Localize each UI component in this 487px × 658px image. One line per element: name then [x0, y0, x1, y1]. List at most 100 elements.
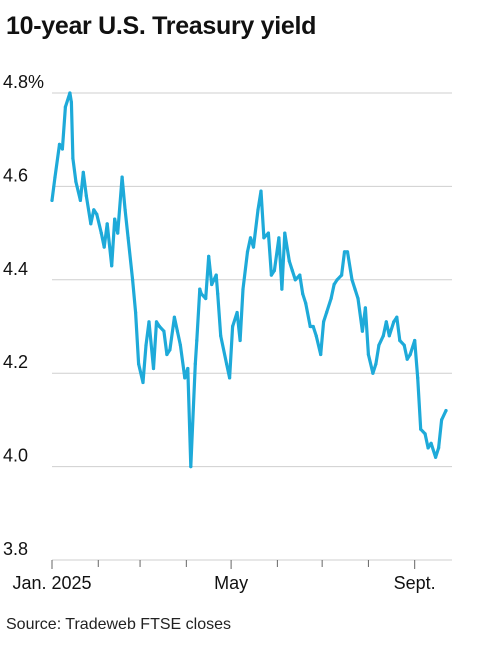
y-tick-label: 4.6 [3, 165, 28, 185]
data-point [280, 287, 284, 291]
data-point [60, 147, 64, 151]
data-point [175, 329, 179, 333]
y-tick-label: 4.0 [3, 446, 28, 466]
data-point [50, 198, 54, 202]
data-point [162, 329, 166, 333]
x-tick-label: Sept. [394, 573, 436, 593]
data-point [74, 180, 78, 184]
data-point [374, 362, 378, 366]
data-point [311, 324, 315, 329]
data-point [429, 441, 433, 445]
data-point [225, 362, 229, 366]
data-point [419, 427, 423, 431]
source-note: Source: Tradeweb FTSE closes [6, 616, 231, 633]
data-point [231, 324, 235, 329]
data-point [251, 245, 256, 249]
data-point [207, 254, 211, 258]
data-point [120, 175, 124, 179]
data-point [304, 301, 308, 305]
data-point [137, 362, 141, 366]
data-point [81, 170, 85, 174]
data-point [147, 320, 151, 324]
data-point [57, 142, 62, 146]
data-point [165, 352, 169, 357]
data-point [283, 231, 287, 235]
chart-title: 10-year U.S. Treasury yield [6, 12, 317, 40]
data-point [219, 334, 223, 338]
data-point [322, 320, 326, 324]
data-point [228, 376, 232, 380]
data-point [63, 105, 67, 109]
data-point [78, 198, 82, 202]
data-point [277, 236, 281, 240]
data-point [350, 278, 354, 282]
data-point [366, 352, 370, 357]
data-point [408, 352, 412, 357]
data-point [193, 362, 197, 366]
data-point [95, 212, 99, 216]
data-point [392, 320, 396, 324]
data-point [319, 352, 323, 357]
data-point [248, 236, 253, 240]
data-point [444, 409, 448, 413]
data-point [342, 250, 347, 254]
data-point [245, 250, 250, 254]
data-point [377, 343, 381, 347]
y-tick-label: 4.8% [3, 72, 44, 92]
data-point [402, 343, 406, 347]
data-point [293, 278, 297, 282]
data-point [329, 296, 333, 301]
data-point [340, 273, 344, 277]
data-point [345, 250, 350, 254]
data-point [416, 376, 420, 380]
data-point [151, 366, 156, 371]
data-point [110, 264, 114, 268]
data-point [198, 287, 202, 291]
data-point [84, 194, 88, 198]
data-point [235, 310, 239, 315]
data-point [360, 329, 364, 333]
data-point [413, 338, 417, 343]
data-point [314, 334, 318, 338]
data-point [262, 236, 266, 240]
data-point [241, 287, 245, 291]
data-point [105, 222, 109, 226]
data-point [113, 217, 117, 221]
data-point [214, 273, 218, 277]
data-point [168, 348, 172, 352]
data-point [216, 292, 220, 296]
data-point [308, 324, 312, 329]
y-tick-label: 4.4 [3, 259, 28, 279]
data-point [186, 366, 190, 371]
yield-series-line [50, 91, 448, 469]
data-point [272, 268, 276, 273]
data-point [395, 315, 399, 319]
data-point [256, 208, 260, 212]
data-point [69, 100, 73, 104]
data-point [172, 315, 176, 319]
data-point [356, 296, 360, 301]
data-point [381, 334, 385, 338]
data-point [92, 208, 96, 212]
data-point [405, 357, 409, 361]
data-point [102, 245, 106, 249]
data-point [189, 465, 193, 469]
data-point [325, 310, 329, 315]
y-tick-label: 4.2 [3, 352, 28, 372]
data-point [210, 282, 214, 287]
data-point [266, 231, 270, 235]
data-point [259, 189, 263, 193]
data-point [123, 208, 127, 212]
data-point [363, 306, 367, 310]
data-point [89, 222, 93, 226]
data-point [68, 91, 72, 95]
data-point [134, 310, 138, 315]
data-point [141, 380, 145, 385]
data-point [199, 292, 203, 296]
x-tick-label: Jan. 2025 [12, 573, 91, 593]
data-point [131, 278, 135, 282]
data-point [437, 446, 441, 450]
data-point [116, 231, 120, 235]
data-point [154, 320, 159, 324]
